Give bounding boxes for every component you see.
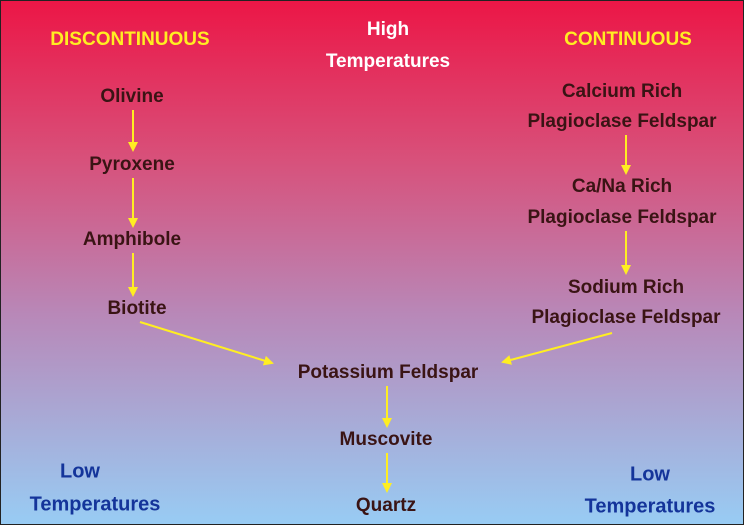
footer-right: Temperatures [585,495,716,517]
arrow [501,332,613,365]
footer-left: Temperatures [30,493,161,515]
footer-right: Low [630,463,670,485]
mineral: Amphibole [83,229,181,250]
mineral: Muscovite [340,429,433,450]
mineral: Potassium Feldspar [298,362,479,383]
mineral: Sodium Rich [568,277,684,298]
header-center: High [367,19,409,40]
arrows [128,110,631,493]
header-right: CONTINUOUS [564,29,692,50]
mineral: Quartz [356,495,416,516]
footer-left: Low [60,460,100,482]
mineral: Plagioclase Feldspar [527,207,717,228]
mineral: Ca/Na Rich [572,176,672,197]
mineral: Olivine [100,86,163,107]
arrow [139,321,274,366]
mineral: Biotite [107,298,166,319]
mineral: Plagioclase Feldspar [531,307,721,328]
mineral: Calcium Rich [562,81,682,102]
header-center: Temperatures [326,51,450,72]
header-left: DISCONTINUOUS [50,29,209,50]
mineral: Pyroxene [89,154,175,175]
mineral: Plagioclase Feldspar [527,111,717,132]
